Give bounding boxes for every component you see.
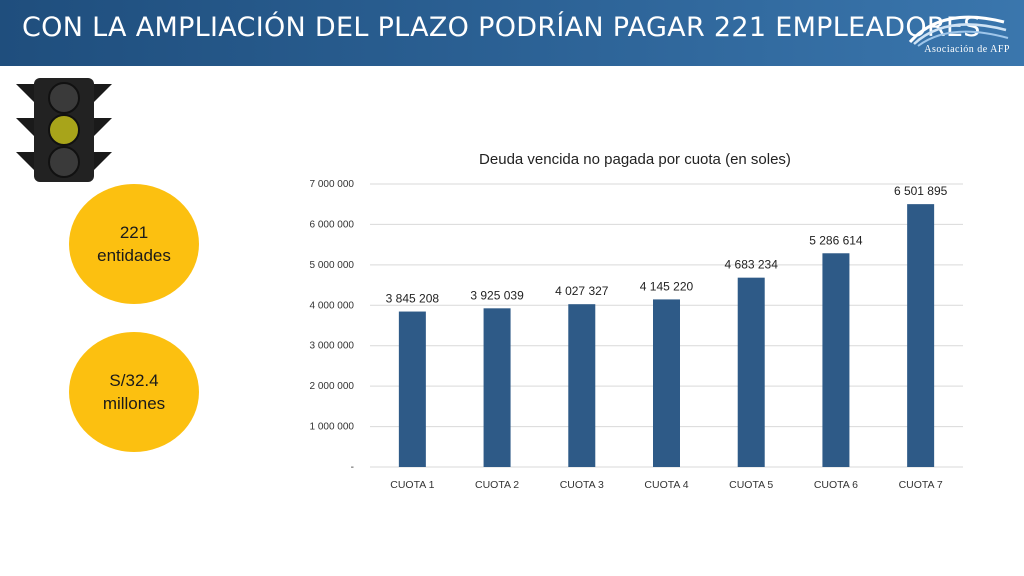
stat-circle-millones: S/32.4 millones (69, 332, 199, 452)
stat-label: millones (102, 394, 166, 413)
y-tick-label: 1 000 000 (310, 422, 355, 433)
bar-chart: Deuda vencida no pagada por cuota (en so… (310, 151, 963, 491)
data-label: 5 286 614 (809, 233, 863, 247)
data-label: 4 145 220 (640, 279, 694, 293)
bar (822, 253, 850, 467)
y-tick-label: - (351, 462, 354, 473)
header-banner: CON LA AMPLIACIÓN DEL PLAZO PODRÍAN PAGA… (0, 0, 1024, 66)
bar (907, 204, 935, 467)
data-label: 3 845 208 (386, 292, 440, 306)
bar (737, 277, 765, 467)
x-tick-label: CUOTA 3 (560, 479, 604, 491)
bar (568, 304, 596, 467)
stat-circle-entidades: 221 entidades (69, 184, 199, 304)
stat-value: 221 (119, 223, 149, 242)
y-tick-label: 4 000 000 (310, 300, 355, 311)
y-tick-label: 5 000 000 (310, 260, 355, 271)
chart-title: Deuda vencida no pagada por cuota (en so… (479, 151, 791, 168)
x-tick-label: CUOTA 4 (644, 479, 688, 491)
stat-label: entidades (97, 246, 171, 265)
stat-value: S/32.4 (109, 371, 159, 390)
x-tick-label: CUOTA 6 (814, 479, 858, 491)
y-tick-label: 2 000 000 (310, 381, 355, 392)
logo-text: Asociación de AFP (924, 44, 1010, 55)
data-label: 4 027 327 (555, 284, 609, 298)
x-tick-label: CUOTA 5 (729, 479, 773, 491)
bar (398, 311, 426, 467)
bar (653, 299, 680, 467)
bar (483, 308, 511, 467)
page-title: CON LA AMPLIACIÓN DEL PLAZO PODRÍAN PAGA… (22, 12, 981, 43)
x-tick-label: CUOTA 7 (899, 479, 943, 491)
traffic-light-icon (16, 78, 112, 182)
x-tick-label: CUOTA 2 (475, 479, 519, 491)
afp-logo-icon (908, 15, 1009, 47)
data-label: 3 925 039 (470, 288, 524, 302)
x-tick-label: CUOTA 1 (390, 479, 434, 491)
data-label: 4 683 234 (725, 258, 779, 272)
data-label: 6 501 895 (894, 184, 948, 198)
y-tick-label: 7 000 000 (310, 179, 355, 190)
y-tick-label: 3 000 000 (310, 341, 355, 352)
y-tick-label: 6 000 000 (310, 219, 355, 230)
